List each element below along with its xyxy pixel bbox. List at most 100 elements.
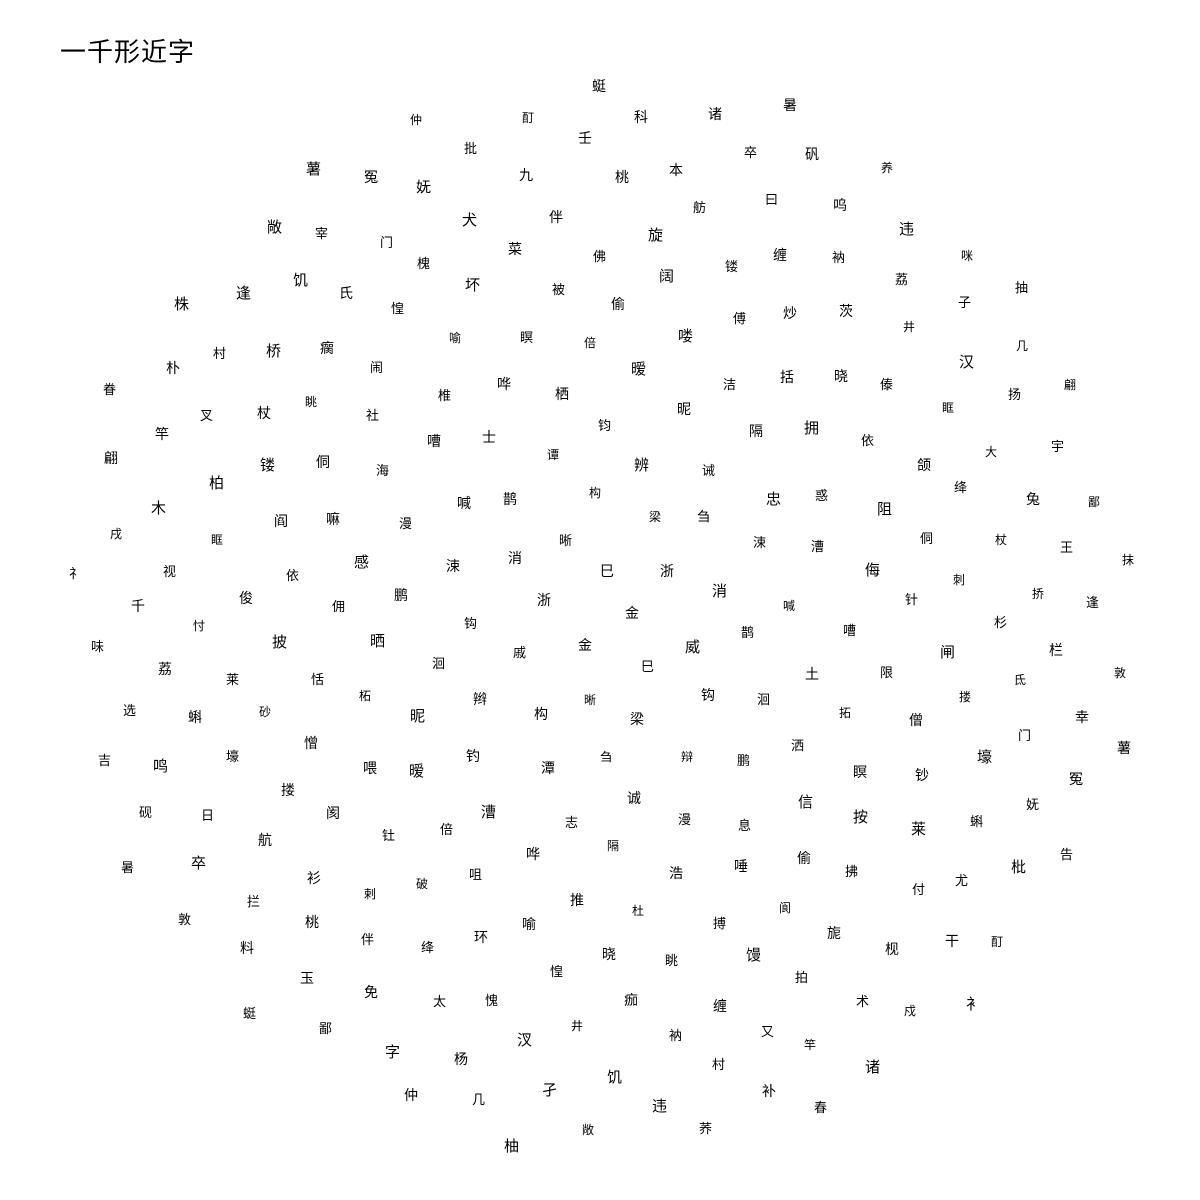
glyph-char: 哗 bbox=[497, 377, 511, 393]
glyph-char: 倍 bbox=[584, 336, 597, 350]
glyph-char: 玉 bbox=[300, 971, 314, 987]
glyph-char: 暧 bbox=[631, 360, 647, 378]
glyph-char: 缠 bbox=[713, 999, 727, 1015]
glyph-char: 刍 bbox=[697, 510, 711, 525]
glyph-char: 薯 bbox=[1117, 741, 1131, 757]
glyph-char: 钩 bbox=[701, 688, 715, 704]
glyph-char: 付 bbox=[912, 883, 926, 898]
glyph-char: 眺 bbox=[665, 954, 679, 969]
glyph-char: 士 bbox=[482, 430, 496, 446]
glyph-char: 炒 bbox=[783, 306, 797, 322]
glyph-char: 壕 bbox=[977, 748, 993, 766]
glyph-char: 针 bbox=[905, 593, 919, 608]
glyph-char: 诸 bbox=[865, 1058, 881, 1076]
glyph-char: 春 bbox=[814, 1101, 828, 1116]
glyph-char: 洄 bbox=[432, 657, 446, 672]
glyph-char: 浙 bbox=[660, 564, 674, 580]
glyph-char: 侮 bbox=[865, 561, 881, 579]
glyph-char: 批 bbox=[464, 142, 478, 157]
glyph-char: 杉 bbox=[994, 616, 1008, 631]
glyph-char: 喻 bbox=[522, 917, 536, 933]
glyph-char: 冤 bbox=[364, 170, 378, 186]
glyph-char: 傣 bbox=[880, 378, 894, 393]
glyph-char: 恬 bbox=[311, 673, 325, 688]
glyph-char: 免 bbox=[364, 985, 378, 1001]
glyph-char: 补 bbox=[762, 1084, 776, 1100]
glyph-char: 金 bbox=[625, 606, 639, 622]
glyph-char: 拥 bbox=[804, 419, 820, 437]
glyph-char: 忖 bbox=[193, 619, 206, 633]
glyph-char: 唾 bbox=[734, 859, 748, 875]
glyph-char: 喊 bbox=[457, 496, 471, 512]
glyph-char: 昵 bbox=[410, 707, 426, 725]
glyph-char: 限 bbox=[880, 666, 894, 681]
glyph-char: 杖 bbox=[257, 406, 271, 422]
glyph-char: 按 bbox=[853, 808, 869, 826]
glyph-char: 隔 bbox=[749, 424, 763, 440]
glyph-char: 绛 bbox=[421, 941, 435, 956]
glyph-char: 威 bbox=[685, 638, 701, 656]
glyph-char: 戚 bbox=[513, 646, 527, 661]
glyph-char: 荔 bbox=[895, 273, 909, 288]
glyph-char: 谭 bbox=[547, 448, 560, 462]
glyph-char: 依 bbox=[286, 569, 300, 584]
glyph-char: 衲 bbox=[669, 1029, 683, 1044]
glyph-char: 卒 bbox=[744, 146, 758, 161]
page-title: 一千形近字 bbox=[60, 38, 196, 68]
glyph-char: 拦 bbox=[247, 895, 261, 910]
glyph-char: 杖 bbox=[995, 533, 1008, 547]
glyph-char: 薯 bbox=[306, 160, 322, 178]
glyph-char: 潭 bbox=[541, 761, 555, 777]
glyph-char: 竿 bbox=[155, 427, 169, 443]
glyph-char: 栖 bbox=[555, 387, 569, 403]
glyph-char: 拓 bbox=[839, 706, 852, 720]
glyph-char: 违 bbox=[652, 1097, 668, 1115]
glyph-char: 傅 bbox=[733, 312, 747, 327]
glyph-char: 槐 bbox=[417, 257, 431, 272]
glyph-char: 僧 bbox=[909, 713, 923, 729]
glyph-char: 馒 bbox=[746, 946, 762, 964]
glyph-char: 土 bbox=[805, 667, 819, 683]
glyph-char: 敦 bbox=[1114, 666, 1127, 680]
glyph-char: 井 bbox=[571, 1019, 584, 1033]
glyph-char: 梁 bbox=[630, 712, 644, 728]
glyph-char: 息 bbox=[738, 819, 752, 834]
glyph-char: 翩 bbox=[104, 451, 118, 467]
glyph-char: 枧 bbox=[885, 942, 899, 958]
glyph-char: 被 bbox=[552, 283, 566, 298]
glyph-char: 宰 bbox=[315, 227, 329, 242]
glyph-char: 洒 bbox=[791, 739, 805, 754]
glyph-char: 镂 bbox=[260, 456, 276, 474]
glyph-char: 浩 bbox=[669, 866, 683, 882]
glyph-char: 漫 bbox=[399, 517, 413, 532]
glyph-char: 暧 bbox=[409, 762, 425, 780]
glyph-char: 搂 bbox=[281, 783, 295, 799]
glyph-char: 伴 bbox=[549, 210, 563, 226]
glyph-char: 钍 bbox=[382, 829, 396, 844]
glyph-char: 味 bbox=[91, 640, 105, 655]
glyph-char: 瘸 bbox=[320, 341, 334, 357]
glyph-char: 宇 bbox=[1051, 440, 1065, 455]
glyph-char: 饥 bbox=[607, 1068, 623, 1086]
glyph-char: 晰 bbox=[584, 693, 597, 707]
glyph-char: 冤 bbox=[1069, 772, 1083, 788]
glyph-char: 哗 bbox=[526, 847, 540, 863]
glyph-char: 栏 bbox=[1049, 643, 1063, 659]
glyph-char: 鹊 bbox=[741, 626, 755, 641]
glyph-char: 眶 bbox=[942, 401, 955, 415]
glyph-char: 诫 bbox=[702, 464, 716, 479]
glyph-char: 构 bbox=[589, 486, 602, 500]
glyph-char: 柘 bbox=[359, 689, 372, 703]
glyph-char: 兔 bbox=[1026, 492, 1040, 508]
glyph-char: 扬 bbox=[1008, 388, 1022, 403]
glyph-char: 几 bbox=[472, 1093, 486, 1108]
glyph-char: 构 bbox=[534, 707, 548, 723]
glyph-char: 犬 bbox=[462, 211, 478, 229]
glyph-char: 几 bbox=[1016, 339, 1029, 353]
glyph-char: 术 bbox=[856, 995, 870, 1010]
glyph-char: 舫 bbox=[693, 201, 707, 216]
glyph-char: 镂 bbox=[725, 260, 739, 275]
glyph-char: 金 bbox=[578, 638, 592, 654]
glyph-char: 茨 bbox=[839, 304, 853, 320]
glyph-char: 钓 bbox=[466, 749, 480, 765]
